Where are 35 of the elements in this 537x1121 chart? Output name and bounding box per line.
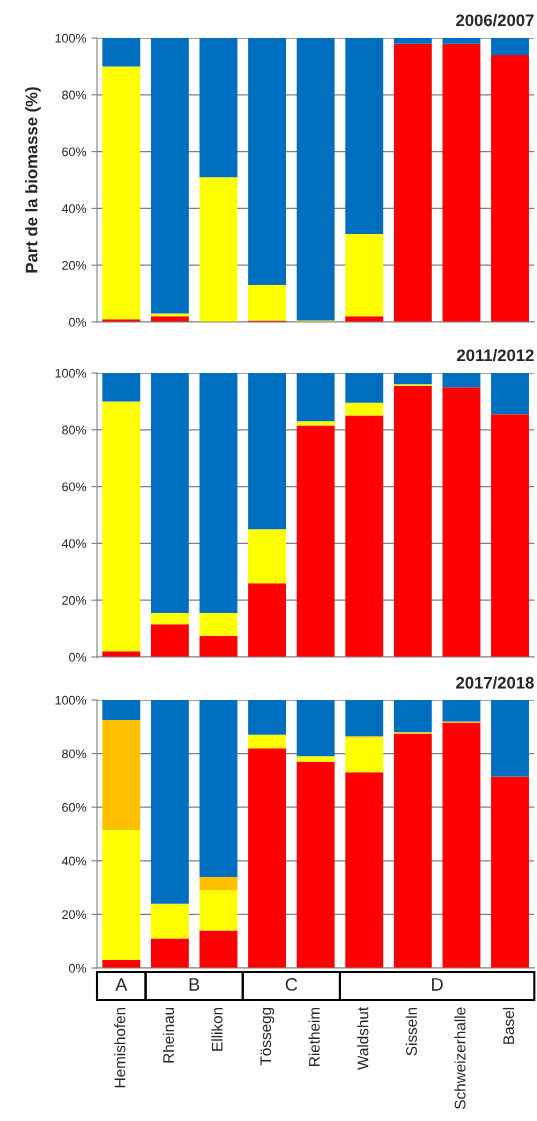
y-tick-label: 0% <box>69 963 87 973</box>
y-tick-label: 100% <box>55 695 87 705</box>
y-tick-label: 60% <box>62 803 87 812</box>
x-tick-label: Rietheim <box>308 1007 320 1066</box>
x-tick-label: Sisseln <box>405 1007 417 1056</box>
chart-title: 2017/2018 <box>456 676 534 689</box>
y-tick-label: 20% <box>62 910 87 920</box>
y-tick-label: 40% <box>61 856 87 866</box>
text: B <box>189 978 200 991</box>
y-tick-label: 40% <box>61 204 87 214</box>
chart-title: 2011/2012 <box>457 348 534 362</box>
text: A <box>115 978 128 991</box>
text: C <box>285 978 298 991</box>
y-tick-label: 100% <box>55 368 87 378</box>
x-tick-label: Ellikon <box>211 1007 223 1051</box>
y-tick-label: 60% <box>62 147 87 157</box>
x-tick-label: Rheinau <box>162 1007 174 1063</box>
y-tick-label: 40% <box>61 539 87 549</box>
y-tick-label: 80% <box>62 749 87 759</box>
chart-title: 2006/2007 <box>456 13 534 27</box>
x-tick-label: Schweizerhalle <box>454 1007 466 1109</box>
x-tick-label: Waldshut <box>357 1007 369 1070</box>
x-tick-label: Tössegg <box>260 1007 275 1066</box>
y-tick-label: 0% <box>69 317 87 327</box>
text: D <box>432 978 443 991</box>
y-tick-label: 80% <box>62 90 87 100</box>
y-tick-label: 80% <box>62 425 87 435</box>
y-tick-label: 20% <box>62 596 87 605</box>
y-tick-label: 20% <box>62 261 87 270</box>
y-tick-label: 0% <box>69 652 87 662</box>
y-axis-title: Part de la biomasse (%) <box>25 87 41 273</box>
y-tick-label: 100% <box>55 33 87 43</box>
y-tick-label: 60% <box>62 482 87 492</box>
x-tick-label: Hemishofen <box>114 1007 126 1088</box>
x-tick-label: Basel <box>502 1007 515 1044</box>
